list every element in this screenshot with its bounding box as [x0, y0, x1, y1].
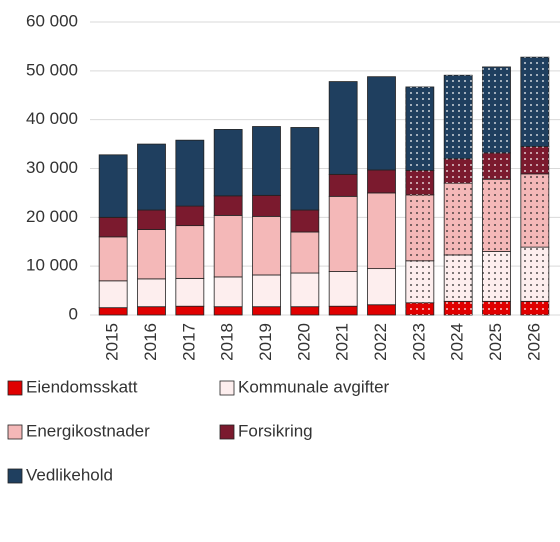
- bar-segment: [328, 173, 358, 197]
- bar-segment: [252, 215, 281, 276]
- bar-segment: [175, 205, 205, 227]
- legend-swatch: [7, 380, 23, 396]
- bar-segment: [443, 254, 473, 302]
- x-tick-label: 2019: [256, 323, 275, 361]
- bar-segment: [405, 194, 435, 262]
- y-tick-label: 30 000: [26, 158, 78, 177]
- bar-segment: [328, 305, 358, 316]
- bar-segment: [213, 276, 243, 308]
- x-tick-label: 2025: [486, 323, 505, 361]
- bar-segment: [367, 304, 396, 316]
- x-tick-label: 2026: [524, 323, 543, 361]
- bar-segment: [520, 246, 550, 302]
- bar-segment: [137, 143, 166, 211]
- x-tick-label: 2016: [141, 323, 160, 361]
- bar-segment: [328, 195, 358, 272]
- bar-segment: [482, 152, 511, 180]
- bar-segment: [137, 306, 166, 316]
- legend-label: Forsikring: [238, 421, 313, 440]
- bar-segment: [443, 74, 473, 160]
- legend-label: Eiendomsskatt: [26, 377, 138, 396]
- x-tick-label: 2021: [333, 323, 352, 361]
- bar-segment: [367, 192, 396, 270]
- bar-segment: [175, 225, 205, 279]
- bar-segment: [175, 139, 205, 207]
- x-tick-label: 2023: [409, 323, 428, 361]
- legend-swatch: [7, 424, 23, 440]
- bar-segment: [443, 182, 473, 256]
- bar-segment: [98, 154, 128, 218]
- bar-segment: [328, 81, 358, 175]
- x-tick-label: 2024: [448, 323, 467, 361]
- legend-swatch: [219, 380, 235, 396]
- bar-segment: [137, 209, 166, 230]
- bar-segment: [290, 209, 320, 233]
- bar-segment: [520, 173, 550, 248]
- y-tick-label: 40 000: [26, 109, 78, 128]
- y-tick-label: 20 000: [26, 207, 78, 226]
- bar-segment: [213, 214, 243, 278]
- bar-segment: [520, 56, 550, 147]
- bar-segment: [98, 307, 128, 316]
- bar-segment: [290, 306, 320, 316]
- bar-segment: [290, 272, 320, 308]
- bar-segment: [405, 302, 435, 316]
- bar-segment: [405, 86, 435, 171]
- bar-segment: [443, 300, 473, 316]
- x-tick-label: 2020: [294, 323, 313, 361]
- bar-segment: [175, 277, 205, 307]
- bar-segment: [98, 236, 128, 282]
- bar-segment: [252, 306, 281, 316]
- bar-segment: [213, 306, 243, 316]
- bar-segment: [405, 260, 435, 304]
- legend-label: Energikostnader: [26, 421, 150, 440]
- x-tick-label: 2022: [371, 323, 390, 361]
- bar-segment: [443, 158, 473, 184]
- bar-segment: [98, 216, 128, 238]
- y-tick-label: 10 000: [26, 256, 78, 275]
- bar-segment: [367, 268, 396, 306]
- legend-label: Kommunale avgifter: [238, 377, 390, 396]
- bar-segment: [252, 194, 281, 217]
- legend-swatch: [219, 424, 235, 440]
- bar-segment: [137, 278, 166, 308]
- bar-segment: [520, 146, 550, 175]
- bar-segment: [328, 271, 358, 307]
- legend-swatch: [7, 468, 23, 484]
- bar-segment: [482, 251, 511, 302]
- bar-segment: [213, 129, 243, 197]
- y-tick-label: 50 000: [26, 60, 78, 79]
- y-tick-label: 60 000: [26, 11, 78, 30]
- bar-segment: [367, 169, 396, 194]
- bar-segment: [137, 229, 166, 280]
- bar-segment: [367, 76, 396, 171]
- bar-segment: [482, 66, 511, 154]
- legend-label: Vedlikehold: [26, 465, 113, 484]
- bar-segment: [213, 195, 243, 216]
- x-tick-label: 2018: [218, 323, 237, 361]
- y-tick-label: 0: [69, 304, 78, 323]
- bar-segment: [290, 231, 320, 274]
- bar-segment: [98, 280, 128, 309]
- bar-segment: [482, 178, 511, 252]
- x-tick-label: 2017: [179, 323, 198, 361]
- bar-segment: [520, 300, 550, 316]
- bar-segment: [252, 126, 281, 196]
- x-tick-label: 2015: [103, 323, 122, 361]
- bar-segment: [252, 274, 281, 308]
- bar-segment: [405, 170, 435, 196]
- bar-segment: [290, 127, 320, 211]
- bar-segment: [482, 300, 511, 316]
- bar-segment: [175, 305, 205, 316]
